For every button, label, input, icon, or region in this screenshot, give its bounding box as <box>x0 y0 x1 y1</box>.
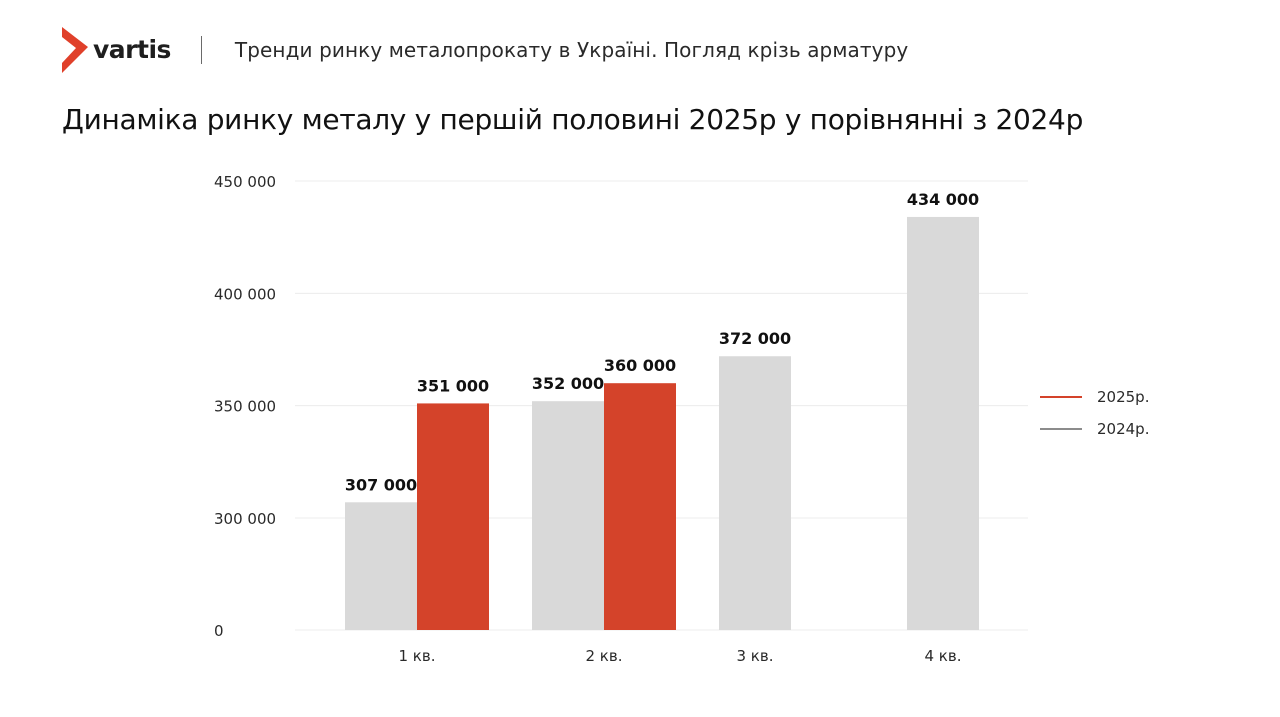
data-label-2024: 372 000 <box>719 329 791 348</box>
bar-2025 <box>417 403 489 630</box>
data-label-2024: 352 000 <box>532 374 604 393</box>
page-title: Динаміка ринку металу у першій половині … <box>62 103 1084 136</box>
chart-bars <box>345 216 979 631</box>
y-tick-label: 450 000 <box>214 173 276 191</box>
x-axis-ticks: 1 кв. 2 кв. 3 кв. 4 кв. <box>399 647 962 665</box>
bar-2024 <box>532 401 604 630</box>
x-tick-label: 2 кв. <box>586 647 623 665</box>
y-tick-label: 300 000 <box>214 510 276 528</box>
x-tick-label: 3 кв. <box>737 647 774 665</box>
y-axis-ticks: 0 300 000 350 000 400 000 450 000 <box>214 173 276 640</box>
legend-label-2024: 2024р. <box>1097 420 1150 438</box>
chart-legend: 2025р. 2024р. <box>1040 381 1149 445</box>
data-label-2024: 434 000 <box>907 190 979 209</box>
report-title: Тренди ринку металопрокату в Україні. По… <box>234 38 909 62</box>
x-tick-label: 1 кв. <box>399 647 436 665</box>
vartis-logo[interactable]: vartis <box>62 27 171 73</box>
legend-label-2025: 2025р. <box>1097 388 1150 406</box>
bar-2024 <box>719 356 791 630</box>
data-label-2024: 307 000 <box>345 475 417 494</box>
data-label-2025: 360 000 <box>604 356 676 375</box>
y-tick-label: 400 000 <box>214 285 276 303</box>
bar-2025 <box>604 383 676 630</box>
x-tick-label: 4 кв. <box>925 647 962 665</box>
y-tick-label: 350 000 <box>214 398 276 416</box>
bar-2024 <box>345 502 417 630</box>
legend-item-2025: 2025р. <box>1040 381 1149 413</box>
bar-2024 <box>907 216 979 631</box>
logo-chevron-shape <box>62 27 88 73</box>
data-label-2025: 351 000 <box>417 376 489 395</box>
logo-wordmark: vartis <box>93 34 171 64</box>
header-divider <box>200 36 202 64</box>
legend-item-2024: 2024р. <box>1040 413 1149 445</box>
legend-swatch-2025 <box>1040 396 1082 398</box>
legend-swatch-2024 <box>1040 428 1082 430</box>
header: vartis Тренди ринку металопрокату в Укра… <box>62 26 908 74</box>
y-tick-label: 0 <box>214 622 224 640</box>
vartis-logo-icon <box>62 27 88 73</box>
